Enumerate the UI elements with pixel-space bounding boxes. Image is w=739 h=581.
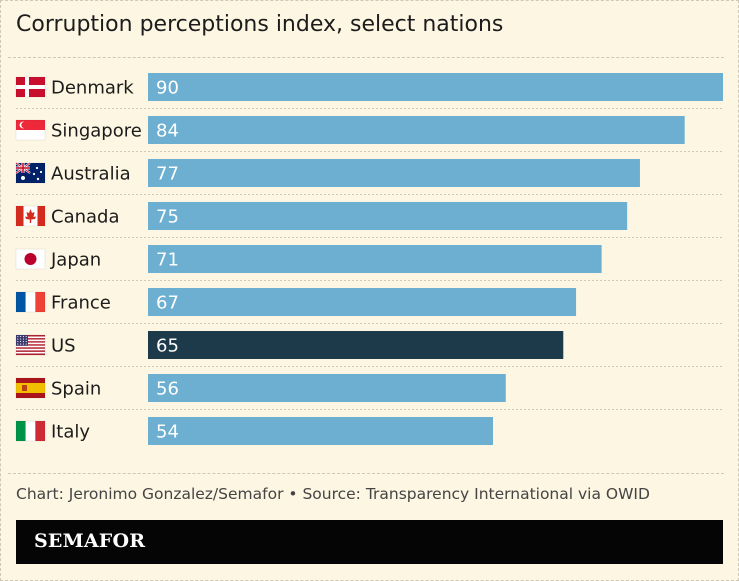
category-label-france: France	[51, 293, 111, 314]
value-label-denmark: 90	[156, 78, 179, 99]
footer-divider	[8, 473, 724, 474]
value-label-italy: 54	[156, 422, 179, 443]
value-label-singapore: 84	[156, 121, 179, 142]
spain-flag-icon	[15, 377, 46, 399]
category-label-us: US	[51, 336, 76, 357]
bar-singapore	[148, 116, 685, 144]
title-divider	[8, 57, 724, 58]
value-label-spain: 56	[156, 379, 179, 400]
bar-denmark	[148, 73, 723, 101]
bar-australia	[148, 159, 640, 187]
bar-chart: Denmark 90 Singapore 84 Australia 77 Canada 75 J…	[15, 73, 723, 445]
bar-japan	[148, 245, 602, 273]
category-label-italy: Italy	[51, 422, 90, 443]
category-label-japan: Japan	[50, 250, 101, 271]
value-label-japan: 71	[156, 250, 179, 271]
chart-title: Corruption perceptions index, select nat…	[16, 12, 504, 37]
value-label-france: 67	[156, 293, 179, 314]
us-flag-icon	[15, 334, 46, 356]
category-label-spain: Spain	[51, 379, 101, 400]
category-label-canada: Canada	[51, 207, 120, 228]
bar-us	[148, 331, 564, 359]
italy-flag-icon	[15, 420, 46, 442]
category-label-denmark: Denmark	[51, 78, 134, 99]
bar-france	[148, 288, 577, 316]
bar-canada	[148, 202, 628, 230]
category-label-singapore: Singapore	[51, 121, 142, 142]
singapore-flag-icon	[15, 119, 46, 141]
semafor-logo: SEMAFOR	[34, 530, 146, 552]
bar-italy	[148, 417, 493, 445]
australia-flag-icon	[15, 162, 46, 184]
brand-bar: SEMAFOR	[16, 520, 723, 564]
japan-flag-icon	[15, 248, 46, 270]
denmark-flag-icon	[15, 76, 46, 98]
chart-credit: Chart: Jeronimo Gonzalez/Semafor • Sourc…	[16, 485, 650, 503]
bar-spain	[148, 374, 506, 402]
value-label-canada: 75	[156, 207, 179, 228]
canada-flag-icon	[15, 205, 46, 227]
france-flag-icon	[15, 291, 46, 313]
value-label-australia: 77	[156, 164, 179, 185]
category-label-australia: Australia	[51, 164, 131, 185]
value-label-us: 65	[156, 336, 179, 357]
